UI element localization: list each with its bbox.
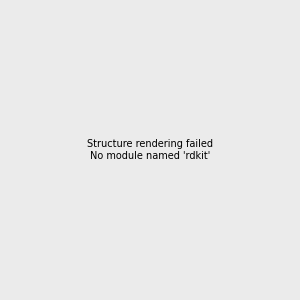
Text: Structure rendering failed
No module named 'rdkit': Structure rendering failed No module nam… [87,139,213,161]
